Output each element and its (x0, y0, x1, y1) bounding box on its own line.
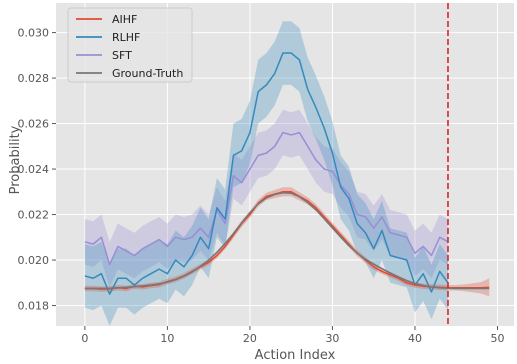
confidence-bands (84, 21, 490, 327)
x-axis-title: Action Index (255, 348, 336, 363)
legend-label: RLHF (112, 31, 140, 44)
y-tick-label: 0.026 (18, 118, 50, 131)
y-tick-label: 0.020 (18, 254, 50, 267)
grid (56, 3, 514, 326)
legend-label: AIHF (112, 13, 137, 26)
y-axis-ticks: 0.018 0.020 0.022 0.024 0.026 0.028 0.030 (18, 27, 56, 313)
line-rlhf (84, 52, 449, 295)
line-sft (84, 131, 449, 266)
series-lines (84, 52, 490, 295)
y-tick-label: 0.022 (18, 209, 50, 222)
y-tick-label: 0.030 (18, 27, 50, 40)
legend-box (67, 7, 193, 83)
band-aihf (84, 187, 490, 297)
x-tick-label: 40 (408, 332, 422, 345)
band-sft (84, 109, 448, 288)
legend-label: Ground-Truth (112, 67, 183, 80)
y-tick-label: 0.018 (18, 300, 50, 313)
y-tick-label: 0.028 (18, 72, 50, 85)
x-tick-label: 30 (325, 332, 339, 345)
legend: AIHF RLHF SFT Ground-Truth (67, 7, 193, 83)
y-tick-label: 0.024 (18, 163, 50, 176)
x-tick-label: 0 (81, 332, 88, 345)
line-ground-truth (84, 191, 490, 290)
x-tick-label: 20 (243, 332, 257, 345)
y-axis-title: Probability (8, 125, 23, 194)
x-tick-label: 50 (490, 332, 504, 345)
x-tick-label: 10 (160, 332, 174, 345)
band-rlhf (84, 21, 448, 327)
legend-label: SFT (112, 49, 132, 62)
x-axis-ticks: 0 10 20 30 40 50 (81, 326, 504, 345)
